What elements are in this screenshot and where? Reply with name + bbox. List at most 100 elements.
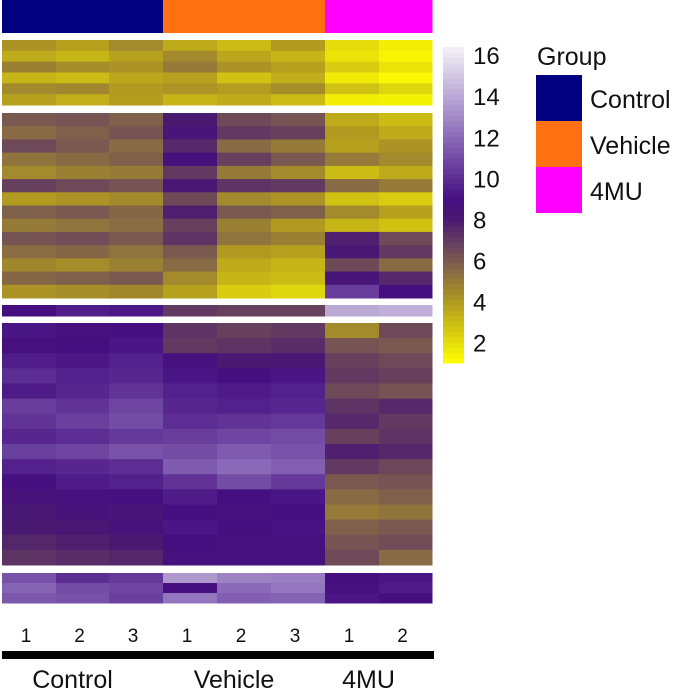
colorbar-segment xyxy=(443,278,464,285)
heatmap-cell xyxy=(163,284,218,299)
heatmap-cell xyxy=(325,413,380,430)
heatmap-cell xyxy=(325,126,380,140)
colorbar-segment xyxy=(443,89,464,95)
heatmap-cell xyxy=(109,231,164,246)
heatmap-cell xyxy=(109,398,164,415)
heatmap-cell xyxy=(271,323,326,339)
heatmap-cell xyxy=(325,353,380,369)
heatmap-cell xyxy=(379,383,433,400)
colorbar-segment xyxy=(443,220,464,227)
heatmap-cell xyxy=(56,323,110,339)
heatmap-cell xyxy=(109,165,164,180)
heatmap-cell xyxy=(325,519,380,536)
heatmap-cell xyxy=(217,231,272,246)
colorbar-segment xyxy=(443,183,464,190)
colorbar-tick-label: 10 xyxy=(473,166,500,193)
heatmap-cell xyxy=(325,258,380,273)
heatmap-cell xyxy=(217,126,272,140)
heatmap-cell xyxy=(109,583,164,594)
heatmap-cell xyxy=(379,94,433,106)
colorbar-segment xyxy=(443,299,464,306)
heatmap-cell xyxy=(56,474,110,490)
heatmap-cell xyxy=(271,398,326,415)
heatmap-cell xyxy=(109,519,164,536)
heatmap-cell xyxy=(109,245,164,259)
group-bar-cell xyxy=(217,0,272,33)
sample-label: 2 xyxy=(74,626,85,647)
heatmap-cell xyxy=(56,573,110,584)
heatmap-cell xyxy=(325,459,380,475)
heatmap-cell xyxy=(2,258,57,273)
heatmap-cell xyxy=(325,139,380,154)
heatmap-cell xyxy=(271,83,326,95)
heatmap-cell xyxy=(379,428,433,445)
colorbar-segment xyxy=(443,352,464,359)
heatmap-cell xyxy=(379,353,433,369)
colorbar-segment xyxy=(443,357,464,364)
heatmap-cell xyxy=(217,40,272,52)
colorbar-segment xyxy=(443,131,464,138)
heatmap-cell xyxy=(325,61,380,73)
heatmap-cell xyxy=(2,218,57,233)
heatmap-cell xyxy=(163,50,218,63)
colorbar-segment xyxy=(443,147,464,153)
heatmap-cell xyxy=(271,489,326,505)
heatmap-cell xyxy=(379,152,433,167)
heatmap-cell xyxy=(163,231,218,246)
heatmap-cell xyxy=(325,383,380,400)
heatmap-cell xyxy=(2,353,57,369)
heatmap-cell xyxy=(217,61,272,73)
colorbar xyxy=(443,47,464,364)
colorbar-segment xyxy=(443,57,464,64)
heatmap-cell xyxy=(109,258,164,273)
heatmap-cell xyxy=(271,192,326,206)
legend-label-vehicle: Vehicle xyxy=(590,132,671,160)
heatmap-cell xyxy=(217,353,272,369)
colorbar-segment xyxy=(443,210,464,217)
heatmap-cell xyxy=(163,593,218,604)
legend-label-control: Control xyxy=(590,86,671,114)
heatmap-cell xyxy=(109,489,164,505)
heatmap-cell xyxy=(2,192,57,206)
heatmap-cell xyxy=(109,444,164,460)
heatmap-cell xyxy=(109,323,164,339)
heatmap-cell xyxy=(325,368,380,384)
heatmap-cell xyxy=(379,459,433,475)
heatmap-cell xyxy=(109,413,164,430)
colorbar-segment xyxy=(443,194,464,201)
heatmap-cell xyxy=(109,534,164,551)
heatmap-cell xyxy=(217,218,272,233)
heatmap-cell xyxy=(217,305,272,317)
heatmap-cell xyxy=(217,139,272,154)
heatmap-cell xyxy=(2,126,57,140)
heatmap-cell xyxy=(163,504,218,521)
heatmap-cell xyxy=(217,549,272,566)
heatmap-cell xyxy=(379,519,433,536)
heatmap-cell xyxy=(2,139,57,154)
colorbar-tick-label: 12 xyxy=(473,125,500,152)
heatmap-cell xyxy=(217,413,272,430)
heatmap-cell xyxy=(271,583,326,594)
heatmap-cell xyxy=(379,593,433,604)
heatmap-cell xyxy=(271,40,326,52)
heatmap-cell xyxy=(271,152,326,167)
heatmap-cell xyxy=(379,165,433,180)
heatmap-cell xyxy=(217,398,272,415)
heatmap-cell xyxy=(271,305,326,317)
group-label: Control xyxy=(32,666,113,690)
heatmap-cell xyxy=(163,83,218,95)
heatmap-cell xyxy=(109,72,164,84)
heatmap-cell xyxy=(109,61,164,73)
group-underline xyxy=(2,651,434,659)
heatmap-cell xyxy=(2,323,57,339)
colorbar-segment xyxy=(443,99,464,106)
heatmap-cell xyxy=(271,231,326,246)
heatmap-cell xyxy=(325,245,380,259)
heatmap-cell xyxy=(2,428,57,445)
group-bar-cell xyxy=(56,0,110,33)
heatmap-cell xyxy=(379,413,433,430)
heatmap-cell xyxy=(217,593,272,604)
heatmap-cell xyxy=(56,338,110,354)
heatmap-cell xyxy=(271,534,326,551)
